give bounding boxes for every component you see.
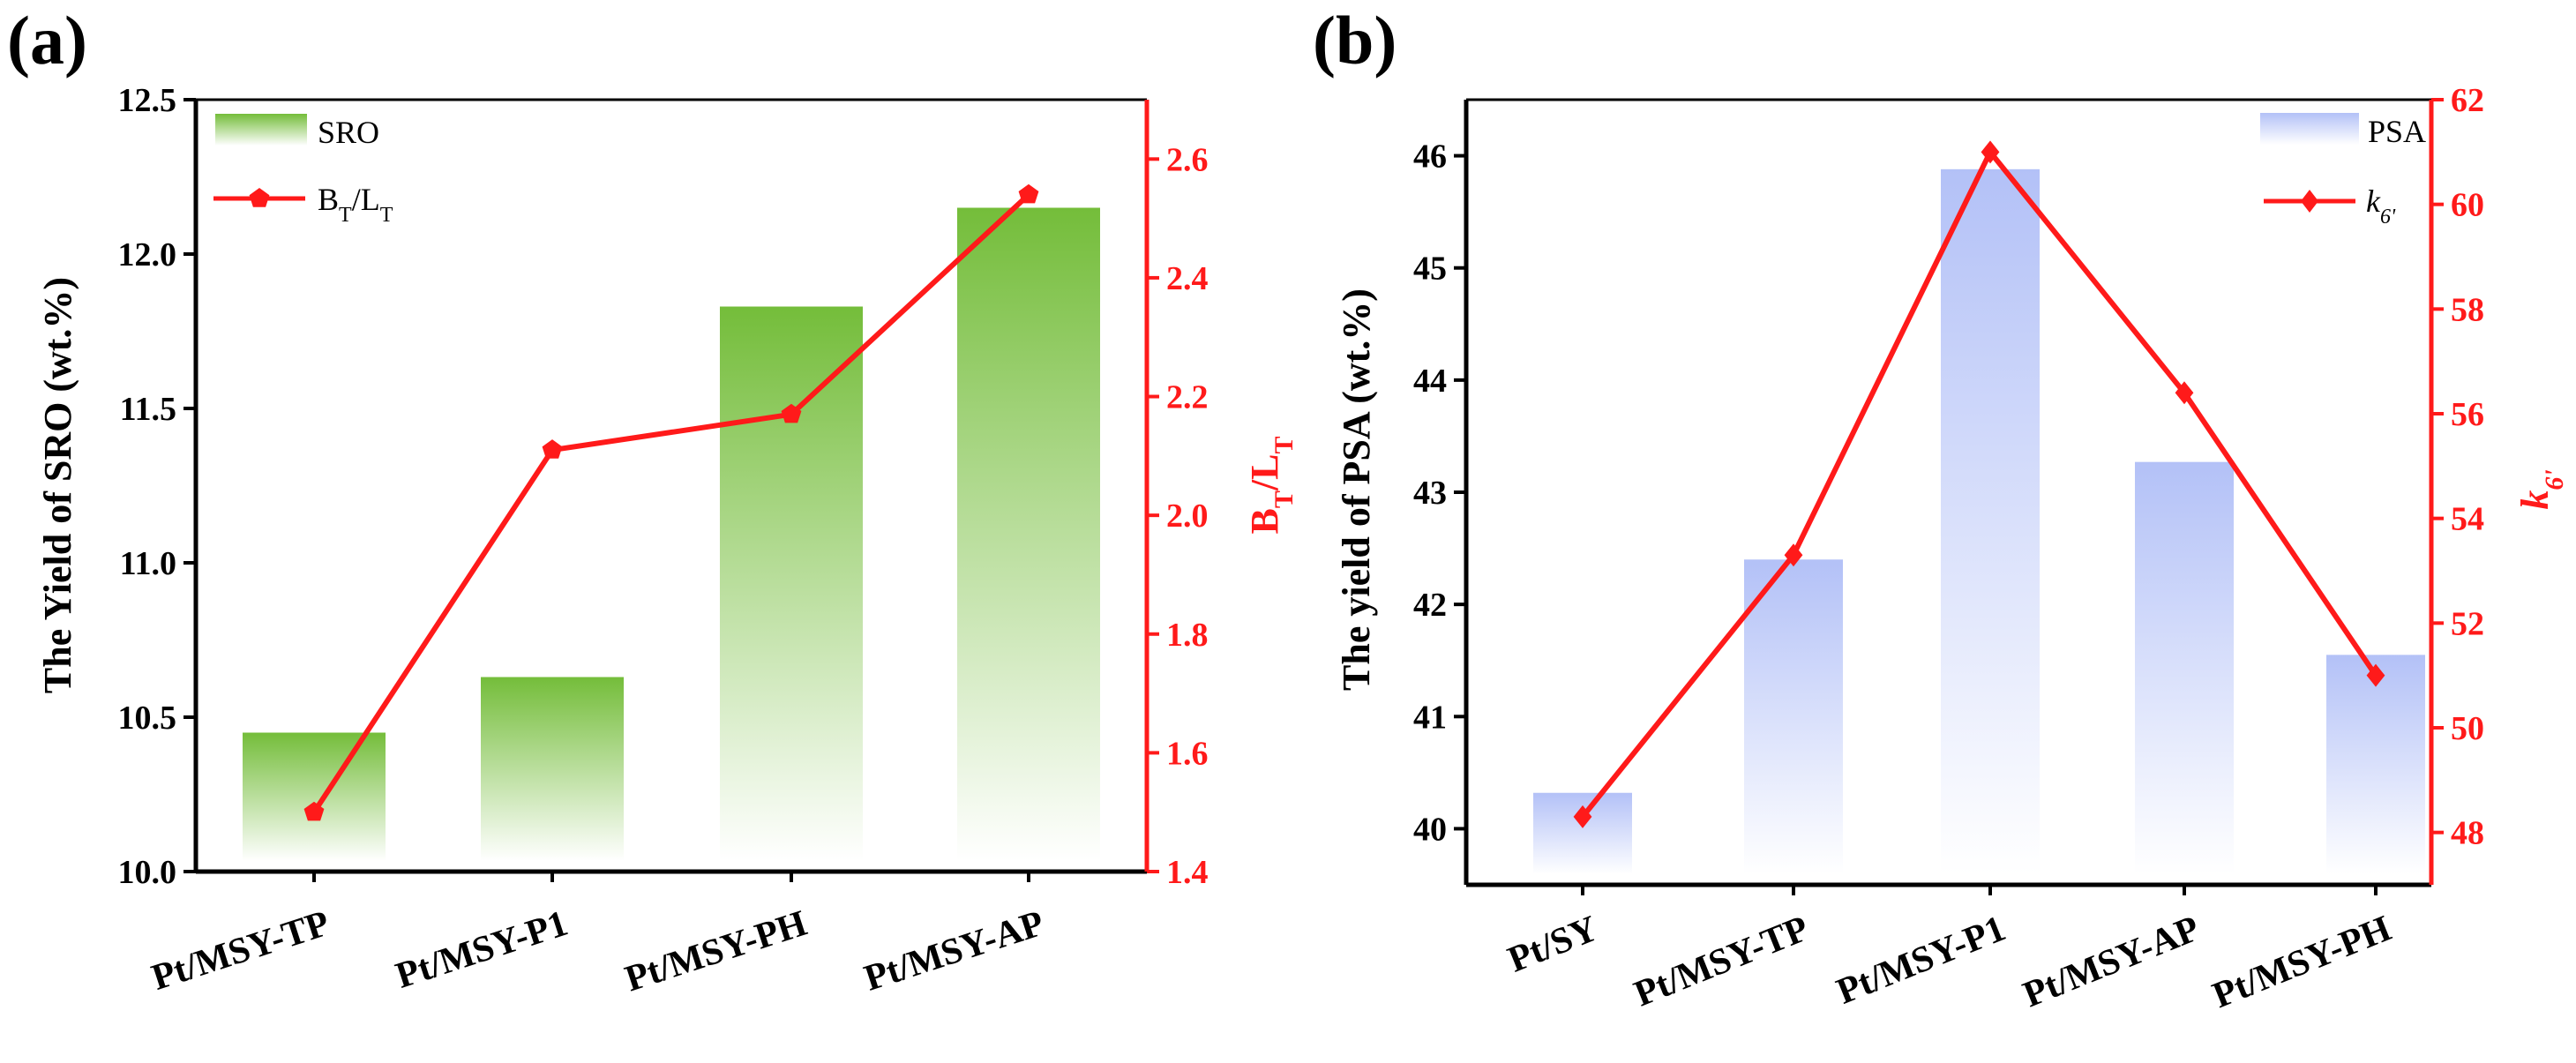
chart-b-right-axis-title: k6' [2513,469,2569,509]
chart-b-legend-bar-swatch [2260,113,2359,145]
chart-b-line-point-4 [2366,663,2385,687]
chart-b-line-series [1573,140,2385,828]
chart-a-left-axis-title: The Yield of SRO (wt.%) [36,277,79,693]
chart-b-right-tick-label-1: 50 [2451,710,2484,747]
chart-b-right-tick-label-0: 48 [2451,815,2484,852]
chart-b-right-ticks: 48 50 52 54 56 58 60 62 [2431,82,2484,852]
chart-b-left-ticks: 40 41 42 43 44 45 46 [1413,138,1466,848]
chart-a: 10.0 10.5 11.0 11.5 12.0 12.5 1.4 1.6 1.8 2.0 2.2… [36,82,1299,999]
chart-a-left-ticks: 10.0 10.5 11.0 11.5 12.0 12.5 [118,82,196,891]
chart-b-x-tick-label-1: Pt/MSY-TP [1629,909,1815,1015]
panel-label-b: (b) [1313,2,1397,79]
chart-b-line-point-0 [1573,805,1592,828]
chart-a-bar-0 [243,732,386,861]
chart-b-left-axis-title: The yield of PSA (wt.%) [1335,288,1378,691]
chart-a-line-point-0 [303,801,325,821]
chart-a-left-tick-label-1: 10.5 [118,700,177,737]
chart-a-bars [243,207,1100,861]
chart-b-right-tick-label-5: 58 [2451,291,2484,328]
chart-a-legend-line-label: BT/LT [318,182,393,227]
chart-a-line-point-1 [542,439,563,459]
chart-a-x-tick-labels: Pt/MSY-TP Pt/MSY-P1 Pt/MSY-PH Pt/MSY-AP [147,872,1049,999]
chart-b-bars [1533,168,2425,875]
chart-b-left-tick-label-3: 43 [1413,475,1447,512]
chart-a-right-tick-label-3: 2.0 [1166,498,1209,535]
chart-a-x-tick-label-3: Pt/MSY-AP [859,903,1049,999]
chart-b-x-tick-labels: Pt/SY Pt/MSY-TP Pt/MSY-P1 Pt/MSY-AP Pt/MSY-P… [1502,885,2397,1016]
chart-a-axes [193,98,1149,874]
chart-b-x-tick-label-4: Pt/MSY-PH [2207,909,2397,1016]
chart-b-x-tick-label-0: Pt/SY [1502,909,1604,981]
chart-a-left-tick-label-3: 11.5 [120,391,176,428]
chart-a-series-line [311,192,1031,814]
chart-b-left-tick-label-4: 44 [1413,363,1447,400]
chart-b-bar-2 [1941,168,2040,875]
chart-b-left-tick-label-6: 46 [1413,138,1447,176]
chart-a-legend: SRO BT/LT [213,114,393,227]
chart-b-right-tick-label-7: 62 [2451,82,2484,119]
chart-b-right-tick-label-2: 52 [2451,605,2484,642]
chart-a-right-tick-label-1: 1.6 [1166,735,1209,772]
chart-b-legend-line-label: k6' [2366,183,2396,228]
chart-b-line-point-1 [1784,543,1803,567]
chart-a-line-point-2 [781,403,802,423]
chart-a-right-tick-label-4: 2.2 [1166,379,1209,416]
chart-b-legend-marker [2301,190,2318,213]
panel-label-a: (a) [7,2,87,79]
chart-a-right-tick-label-2: 1.8 [1166,617,1209,654]
chart-b-axes [1464,98,2434,887]
chart-a-line-series [303,183,1039,821]
chart-a-x-tick-label-2: Pt/MSY-PH [620,903,812,1000]
chart-a-left-tick-label-4: 12.0 [118,236,177,273]
chart-b-x-tick-label-3: Pt/MSY-AP [2018,909,2205,1016]
chart-a-bar-3 [957,207,1100,861]
chart-b-bar-4 [2326,655,2425,874]
chart-a-legend-bar-label: SRO [318,115,379,150]
chart-b-right-tick-label-4: 56 [2451,396,2484,433]
chart-a-legend-marker [249,188,270,207]
chart-b-left-tick-label-1: 41 [1413,699,1447,736]
chart-b-legend: PSA k6' [2260,113,2426,228]
chart-a-right-axis-title: BT/LT [1243,437,1299,535]
chart-b-bar-0 [1533,792,1632,874]
chart-b-left-tick-label-5: 45 [1413,251,1447,288]
chart-b-legend-bar-label: PSA [2368,114,2426,149]
chart-b-x-tick-label-2: Pt/MSY-P1 [1831,909,2011,1013]
chart-b-bar-3 [2135,461,2234,874]
chart-a-right-ticks: 1.4 1.6 1.8 2.0 2.2 2.4 2.6 [1147,141,1209,891]
chart-b-left-tick-label-2: 42 [1413,587,1447,624]
chart-a-legend-bar-swatch [215,114,307,146]
chart-a-right-tick-label-5: 2.4 [1166,260,1209,297]
chart-a-x-tick-label-1: Pt/MSY-P1 [391,903,573,997]
chart-b-right-tick-label-3: 54 [2451,501,2484,538]
chart-a-line-point-3 [1018,183,1039,204]
chart-a-left-tick-label-5: 12.5 [118,82,177,119]
chart-a-left-tick-label-2: 11.0 [120,545,176,582]
chart-a-x-tick-label-0: Pt/MSY-TP [147,903,334,999]
chart-b-right-tick-label-6: 60 [2451,187,2484,224]
chart-b-line-point-2 [1981,140,2000,164]
chart-a-bar-1 [481,677,624,861]
chart-a-bar-2 [720,306,863,861]
chart-a-right-tick-label-0: 1.4 [1166,854,1209,891]
chart-b-bar-1 [1744,559,1843,874]
chart-b-left-tick-label-0: 40 [1413,811,1447,848]
chart-a-right-tick-label-6: 2.6 [1166,141,1209,178]
chart-b-line-point-3 [2175,381,2194,405]
chart-a-left-tick-label-0: 10.0 [118,854,177,891]
